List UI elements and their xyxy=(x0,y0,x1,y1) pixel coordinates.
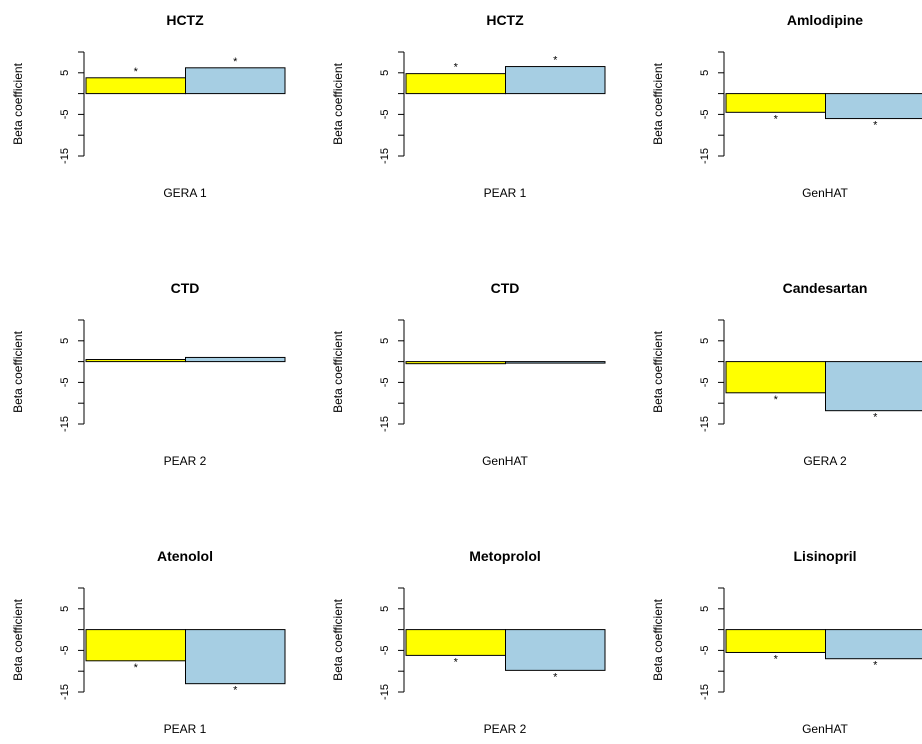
y-tick-label: -5 xyxy=(379,110,391,120)
bar-series-2 xyxy=(506,630,606,671)
significance-marker: * xyxy=(454,656,459,668)
bar-series-1 xyxy=(406,630,506,656)
chart-title: CTD xyxy=(171,280,200,296)
significance-marker: * xyxy=(774,113,779,125)
panel-2: HCTZ Beta coefficient PEAR 1 5 -5 -15 * * xyxy=(331,12,605,200)
bar-series-1 xyxy=(726,630,826,653)
significance-marker: * xyxy=(774,394,779,406)
y-axis-label: Beta coefficient xyxy=(11,330,25,412)
panel-5: CTD Beta coefficient GenHAT 5 -5 -15 xyxy=(331,280,605,468)
panel-6: Candesartan Beta coefficient GERA 2 5 -5 -15 *… xyxy=(651,280,922,468)
y-tick-label: -5 xyxy=(379,378,391,388)
y-tick-label: 5 xyxy=(59,606,71,612)
bar-series-2 xyxy=(506,362,606,364)
panel-9: Lisinopril Beta coefficient GenHAT 5 -5 -15 * * xyxy=(651,548,922,736)
y-axis-label: Beta coefficient xyxy=(331,330,345,412)
panel-1: HCTZ Beta coefficient GERA 1 5 -5 -15 * * xyxy=(11,12,285,200)
x-axis-label: PEAR 1 xyxy=(484,186,527,200)
chart-title: CTD xyxy=(491,280,520,296)
bar-series-2 xyxy=(186,630,286,684)
chart-title: Metoprolol xyxy=(469,548,541,564)
significance-marker: * xyxy=(233,685,238,697)
y-tick-label: -5 xyxy=(379,646,391,656)
bar-series-2 xyxy=(506,67,606,94)
y-tick-label: -5 xyxy=(699,110,711,120)
x-axis-label: PEAR 2 xyxy=(164,454,207,468)
significance-marker: * xyxy=(873,412,878,424)
y-tick-label: -15 xyxy=(379,684,391,700)
y-axis-label: Beta coefficient xyxy=(11,598,25,680)
y-tick-label: -15 xyxy=(699,416,711,432)
y-tick-label: -15 xyxy=(699,684,711,700)
y-axis-label: Beta coefficient xyxy=(331,62,345,144)
y-tick-label: -15 xyxy=(59,684,71,700)
significance-marker: * xyxy=(454,62,459,74)
y-tick-label: -15 xyxy=(59,148,71,164)
y-tick-label: -5 xyxy=(699,646,711,656)
y-tick-label: -5 xyxy=(59,378,71,388)
y-tick-label: 5 xyxy=(59,70,71,76)
significance-marker: * xyxy=(134,66,139,78)
chart-title: Amlodipine xyxy=(787,12,863,28)
significance-marker: * xyxy=(233,56,238,68)
y-tick-label: -15 xyxy=(59,416,71,432)
y-axis-label: Beta coefficient xyxy=(331,598,345,680)
bar-series-1 xyxy=(406,74,506,94)
bar-series-2 xyxy=(186,357,286,361)
panel-8: Metoprolol Beta coefficient PEAR 2 5 -5 -15 * * xyxy=(331,548,605,736)
y-tick-label: -5 xyxy=(59,646,71,656)
bar-series-1 xyxy=(86,360,186,362)
bar-series-1 xyxy=(86,630,186,661)
x-axis-label: PEAR 1 xyxy=(164,722,207,736)
bar-series-1 xyxy=(406,362,506,364)
bar-series-1 xyxy=(726,362,826,393)
significance-marker: * xyxy=(873,660,878,672)
y-tick-label: 5 xyxy=(699,70,711,76)
x-axis-label: GERA 1 xyxy=(163,186,207,200)
y-tick-label: 5 xyxy=(379,606,391,612)
significance-marker: * xyxy=(553,55,558,67)
y-tick-label: -15 xyxy=(379,416,391,432)
y-tick-label: -5 xyxy=(699,378,711,388)
chart-title: HCTZ xyxy=(166,12,204,28)
x-axis-label: GERA 2 xyxy=(803,454,847,468)
y-axis-label: Beta coefficient xyxy=(651,330,665,412)
x-axis-label: GenHAT xyxy=(802,186,848,200)
panel-4: CTD Beta coefficient PEAR 2 5 -5 -15 xyxy=(11,280,285,468)
bar-series-1 xyxy=(726,94,826,113)
x-axis-label: PEAR 2 xyxy=(484,722,527,736)
significance-marker: * xyxy=(774,653,779,665)
bar-series-2 xyxy=(186,68,286,94)
y-tick-label: 5 xyxy=(379,338,391,344)
significance-marker: * xyxy=(134,662,139,674)
significance-marker: * xyxy=(553,671,558,683)
chart-title: Lisinopril xyxy=(794,548,857,564)
y-tick-label: 5 xyxy=(59,338,71,344)
y-tick-label: -5 xyxy=(59,110,71,120)
chart-title: HCTZ xyxy=(486,12,524,28)
chart-title: Atenolol xyxy=(157,548,213,564)
bar-series-1 xyxy=(86,78,186,94)
bar-series-2 xyxy=(826,630,922,659)
y-tick-label: -15 xyxy=(699,148,711,164)
y-axis-label: Beta coefficient xyxy=(651,62,665,144)
chart-title: Candesartan xyxy=(783,280,868,296)
significance-marker: * xyxy=(873,120,878,132)
panel-3: Amlodipine Beta coefficient GenHAT 5 -5 -15 * * xyxy=(651,12,922,200)
y-tick-label: 5 xyxy=(379,70,391,76)
y-axis-label: Beta coefficient xyxy=(11,62,25,144)
x-axis-label: GenHAT xyxy=(482,454,528,468)
y-tick-label: 5 xyxy=(699,606,711,612)
y-tick-label: -15 xyxy=(379,148,391,164)
y-tick-label: 5 xyxy=(699,338,711,344)
bar-series-2 xyxy=(826,94,922,119)
y-axis-label: Beta coefficient xyxy=(651,598,665,680)
x-axis-label: GenHAT xyxy=(802,722,848,736)
panel-7: Atenolol Beta coefficient PEAR 1 5 -5 -15 * * xyxy=(11,548,285,736)
bar-series-2 xyxy=(826,362,922,411)
